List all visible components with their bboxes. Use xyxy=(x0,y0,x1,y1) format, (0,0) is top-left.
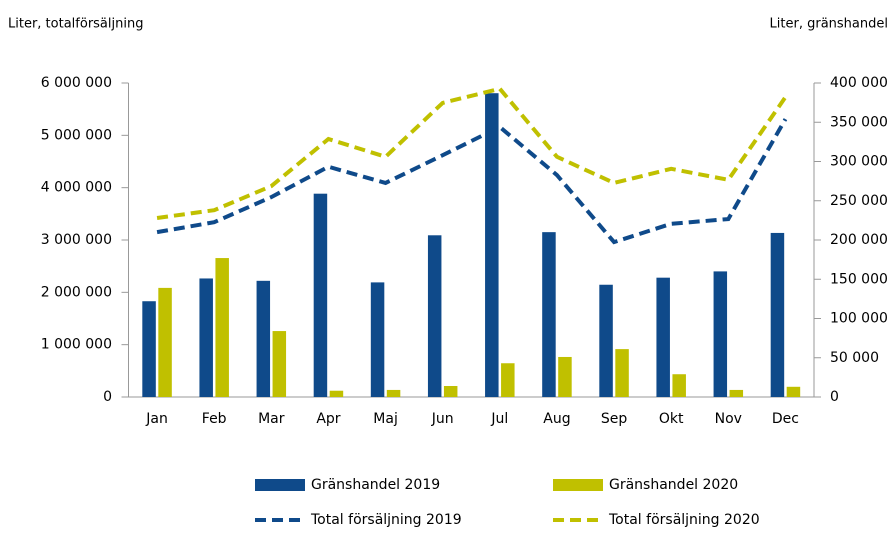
bar xyxy=(272,331,287,397)
bar xyxy=(256,280,271,397)
y2-tick-label: 0 xyxy=(830,389,839,405)
x-tick-label: Aug xyxy=(543,411,570,427)
y2-tick-label: 150 000 xyxy=(830,271,888,287)
bar xyxy=(713,271,728,397)
bar xyxy=(672,374,686,397)
y2-axis-label: Liter, gränshandel xyxy=(770,17,888,32)
bar xyxy=(501,363,515,397)
bar xyxy=(729,389,744,397)
y2-tick-label: 100 000 xyxy=(830,311,888,327)
y2-tick-label: 200 000 xyxy=(830,232,888,248)
legend-label: Gränshandel 2019 xyxy=(311,477,440,493)
bar xyxy=(615,349,629,397)
line xyxy=(156,86,788,221)
legend-label: Total försäljning 2019 xyxy=(310,512,462,528)
bar xyxy=(215,258,229,397)
y2-tick-label: 350 000 xyxy=(830,114,888,130)
bar xyxy=(199,278,213,397)
x-tick-label: Jan xyxy=(145,411,168,427)
y-axis-label: Liter, totalförsäljning xyxy=(8,17,143,32)
line xyxy=(156,118,788,245)
legend-swatch xyxy=(553,479,603,491)
y2-tick-label: 50 000 xyxy=(830,350,879,366)
y-tick-label: 2 000 000 xyxy=(41,284,112,300)
x-tick-label: Feb xyxy=(202,411,227,427)
bar xyxy=(770,232,785,397)
bar xyxy=(599,284,613,397)
bar xyxy=(558,356,572,397)
bar xyxy=(158,287,172,397)
y-tick-label: 0 xyxy=(103,389,112,405)
x-tick-label: Apr xyxy=(316,411,340,427)
bar xyxy=(142,301,156,397)
x-tick-label: Nov xyxy=(715,411,742,427)
y-tick-label: 4 000 000 xyxy=(41,180,112,196)
x-tick-label: Mar xyxy=(258,411,285,427)
y2-tick-label: 400 000 xyxy=(830,75,888,91)
y2-tick-label: 300 000 xyxy=(830,154,888,170)
y-tick-label: 6 000 000 xyxy=(41,75,112,91)
bar xyxy=(485,93,499,397)
x-tick-label: Dec xyxy=(772,411,799,427)
legend-label: Gränshandel 2020 xyxy=(609,477,738,493)
y-tick-label: 5 000 000 xyxy=(41,127,112,143)
x-tick-label: Jun xyxy=(431,411,454,427)
y-tick-label: 1 000 000 xyxy=(41,337,112,353)
x-tick-label: Jul xyxy=(490,411,508,427)
legend-swatch xyxy=(255,479,305,491)
x-tick-label: Okt xyxy=(659,411,684,427)
x-tick-label: Sep xyxy=(601,411,628,427)
bar xyxy=(656,277,670,397)
y2-tick-label: 250 000 xyxy=(830,193,888,209)
bar xyxy=(427,235,442,397)
bar xyxy=(443,386,458,397)
bar xyxy=(786,386,801,397)
y-tick-label: 3 000 000 xyxy=(41,232,112,248)
bar xyxy=(313,193,328,397)
bar xyxy=(329,390,344,397)
bar xyxy=(386,389,401,397)
bar xyxy=(542,232,556,397)
legend-label: Total försäljning 2020 xyxy=(608,512,760,528)
x-tick-label: Maj xyxy=(373,411,398,427)
bar xyxy=(370,282,385,397)
